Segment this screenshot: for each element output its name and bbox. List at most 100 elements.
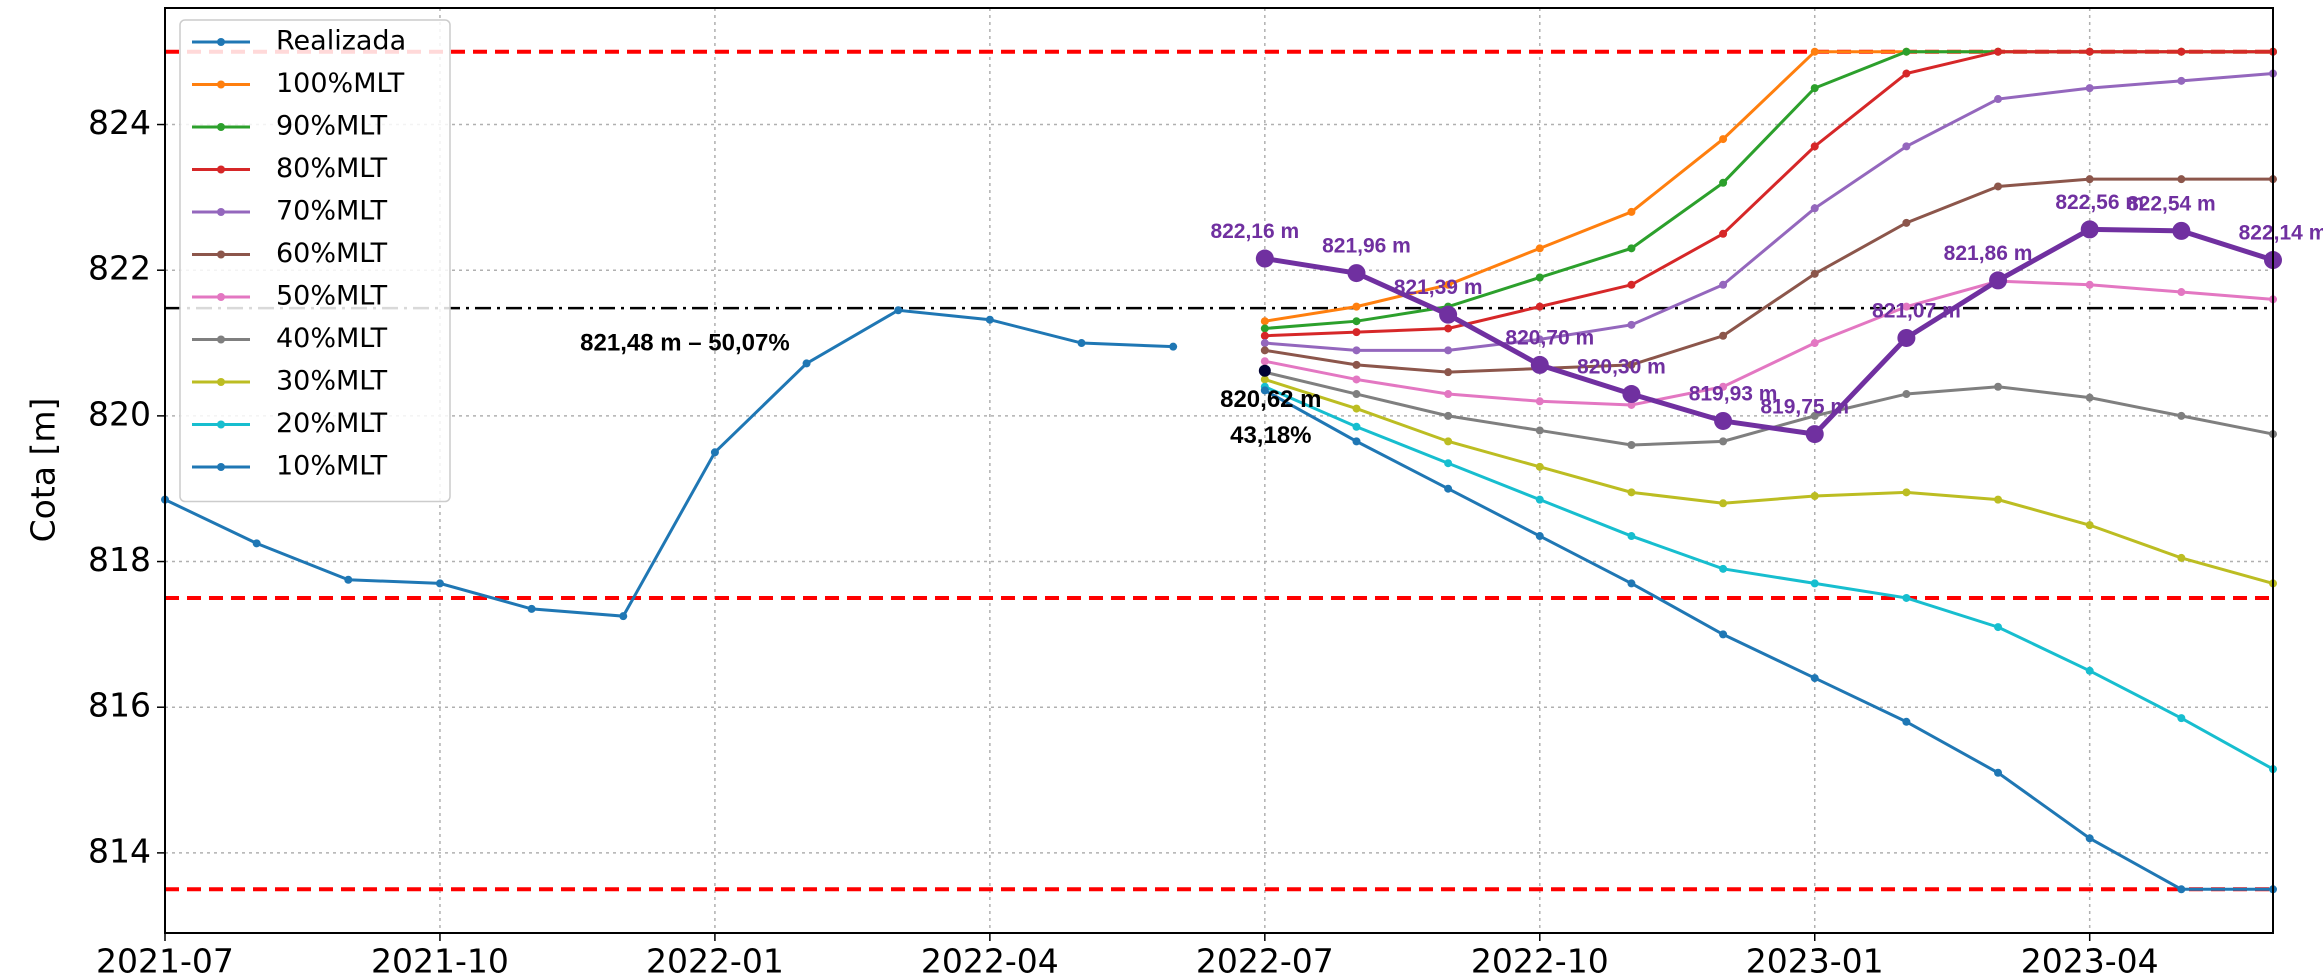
series-point [1902, 488, 1911, 497]
series-point [1444, 346, 1453, 355]
data-label: 822,56 m [2055, 191, 2144, 214]
series-point [1352, 302, 1361, 311]
data-label: 822,16 m [1210, 220, 1299, 243]
series-point [1444, 411, 1453, 420]
series-point [1627, 400, 1636, 409]
legend-label: 60%MLT [276, 238, 388, 269]
series-point [1719, 331, 1728, 340]
series-point [1902, 717, 1911, 726]
series-point [1352, 375, 1361, 384]
data-label: 821,96 m [1322, 235, 1411, 258]
data-label: 821,39 m [1394, 276, 1483, 299]
series-point [2172, 221, 2191, 240]
legend-label: 70%MLT [276, 196, 388, 227]
y-tick-label: 824 [88, 103, 151, 142]
series-point [2085, 666, 2094, 675]
series-point [1719, 630, 1728, 639]
x-tick-label: 2022-04 [921, 942, 1059, 977]
series-point [1535, 244, 1544, 253]
series-point [1535, 426, 1544, 435]
series-line [1264, 50, 2273, 338]
series-point [1902, 69, 1911, 78]
series-point [1810, 411, 1819, 420]
series-point [344, 575, 353, 584]
series-point [1535, 335, 1544, 344]
series-point [1255, 249, 1274, 268]
series-point [2177, 411, 2186, 420]
y-tick-label: 818 [88, 540, 151, 579]
y-tick-label: 816 [88, 686, 151, 725]
series-point [527, 604, 536, 613]
series-point [1719, 178, 1728, 187]
legend-marker [217, 208, 225, 216]
series-point [1627, 207, 1636, 216]
series-point [2085, 84, 2094, 93]
series-point [2085, 47, 2094, 56]
series-point [1260, 339, 1269, 348]
x-tick-label: 2021-07 [96, 942, 234, 977]
series-point [1077, 339, 1086, 348]
data-label: 819,93 m [1689, 383, 1778, 406]
series-point [435, 579, 444, 588]
series-point [1627, 579, 1636, 588]
series-point [1352, 328, 1361, 337]
series-point [2085, 175, 2094, 184]
series-point [1169, 342, 1178, 351]
series-point [1810, 84, 1819, 93]
series-point [1535, 273, 1544, 282]
legend-label: Realizada [276, 26, 406, 57]
series-point [1627, 244, 1636, 253]
series-point [1260, 317, 1269, 326]
series-point [1260, 375, 1269, 384]
series-point [1989, 271, 2008, 290]
legend-marker [217, 38, 225, 46]
series-point [1347, 264, 1366, 283]
legend-marker [217, 123, 225, 131]
reference-label: 821,48 m – 50,07% [580, 329, 790, 356]
annotation-sublabel: 43,18% [1230, 422, 1311, 449]
legend-marker [217, 463, 225, 471]
series-point [1260, 386, 1269, 395]
series-point [1444, 324, 1453, 333]
series-point [1444, 390, 1453, 399]
series-point [1352, 404, 1361, 413]
series-line [1264, 378, 2274, 585]
x-tick-label: 2021-10 [371, 942, 509, 977]
legend-marker [217, 335, 225, 344]
legend-label: 10%MLT [276, 451, 388, 482]
series-point [2177, 175, 2186, 184]
series-point [1810, 269, 1819, 278]
series-point [1444, 280, 1453, 289]
series-point [2085, 280, 2094, 289]
series-point [1994, 768, 2003, 777]
legend-label: 40%MLT [276, 323, 388, 354]
legend-marker [217, 378, 225, 386]
series-point [1535, 495, 1544, 504]
data-label: 821,07 m [1872, 299, 1961, 322]
annotation-label: 820,62 m [1220, 386, 1321, 413]
legend-label: 50%MLT [276, 281, 388, 312]
data-label: 820,30 m [1577, 356, 1666, 379]
series-point [1352, 422, 1361, 431]
series-point [1352, 437, 1361, 446]
series-point [2177, 76, 2186, 85]
series-point [2177, 47, 2186, 56]
series-point [1627, 488, 1636, 497]
series-point [1627, 532, 1636, 541]
series-point [1260, 331, 1269, 340]
x-tick-label: 2023-01 [1746, 942, 1884, 977]
legend-marker [217, 293, 225, 301]
series-point [1805, 425, 1824, 444]
series-point [1352, 390, 1361, 399]
series-point [1719, 499, 1728, 508]
series-point [1627, 441, 1636, 450]
series-point [1994, 495, 2003, 504]
series-point [1627, 360, 1636, 369]
series-point [1535, 397, 1544, 406]
series-point [1810, 491, 1819, 500]
series-point [1535, 532, 1544, 541]
series-point [2085, 393, 2094, 402]
data-label: 822,54 m [2127, 192, 2216, 215]
legend-label: 80%MLT [276, 153, 388, 184]
y-tick-label: 822 [88, 249, 151, 288]
